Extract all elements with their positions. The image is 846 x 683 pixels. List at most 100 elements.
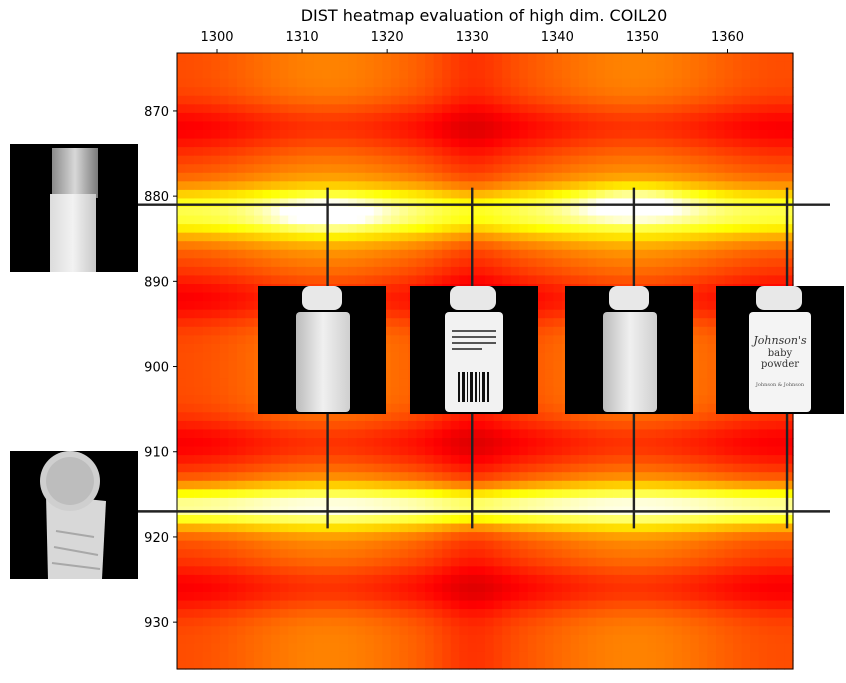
heatmap-cell	[707, 189, 717, 200]
heatmap-cell	[724, 61, 734, 71]
heatmap-cell	[322, 78, 332, 88]
heatmap-cell	[202, 532, 212, 542]
heatmap-cell	[579, 626, 589, 636]
heatmap-cell	[707, 266, 717, 277]
heatmap-cell	[716, 566, 726, 576]
heatmap-cell	[365, 147, 375, 157]
heatmap-cell	[690, 634, 700, 644]
heatmap-cell	[733, 412, 743, 422]
heatmap-cell	[262, 87, 272, 97]
heatmap-cell	[211, 138, 221, 148]
heatmap-cell	[741, 232, 751, 242]
heatmap-cell	[228, 480, 238, 490]
heatmap-cell	[467, 95, 478, 105]
heatmap-cell	[202, 335, 212, 345]
heatmap-cell	[527, 121, 537, 131]
heatmap-cell	[587, 574, 597, 585]
heatmap-cell	[416, 643, 426, 653]
heatmap-cell	[613, 489, 623, 499]
heatmap-cell	[373, 472, 383, 482]
heatmap-cell	[296, 104, 306, 114]
heatmap-cell	[476, 540, 486, 550]
heatmap-cell	[177, 343, 187, 354]
heatmap-cell	[527, 412, 537, 422]
heatmap-cell	[664, 164, 674, 174]
heatmap-cell	[177, 583, 187, 593]
heatmap-cell	[382, 557, 392, 567]
heatmap-cell	[613, 138, 623, 148]
heatmap-cell	[596, 130, 606, 140]
heatmap-cell	[382, 412, 392, 422]
heatmap-cell	[673, 523, 683, 533]
heatmap-cell	[254, 592, 264, 602]
heatmap-cell	[254, 472, 264, 482]
heatmap-cell	[313, 497, 324, 508]
heatmap-cell	[698, 395, 709, 405]
heatmap-cell	[698, 130, 709, 140]
heatmap-cell	[485, 249, 495, 259]
heatmap-cell	[408, 181, 418, 191]
heatmap-cell	[681, 515, 691, 525]
heatmap-cell	[348, 566, 358, 576]
heatmap-cell	[228, 53, 238, 63]
heatmap-cell	[596, 164, 606, 174]
heatmap-cell	[245, 557, 255, 567]
heatmap-cell	[245, 463, 255, 473]
heatmap-cell	[425, 224, 435, 234]
heatmap-cell	[758, 224, 768, 234]
heatmap-cell	[211, 78, 221, 88]
heatmap-cell	[254, 557, 264, 567]
heatmap-cell	[433, 87, 443, 97]
heatmap-cell	[536, 87, 546, 97]
heatmap-cell	[262, 172, 272, 182]
heatmap-cell	[724, 53, 734, 63]
heatmap-cell	[236, 361, 247, 371]
heatmap-cell	[245, 78, 255, 88]
heatmap-cell	[639, 574, 649, 585]
heatmap-cell	[331, 472, 341, 482]
heatmap-cell	[236, 335, 247, 345]
heatmap-cell	[459, 489, 469, 499]
heatmap-cell	[553, 361, 563, 371]
heatmap-cell	[202, 138, 212, 148]
heatmap-cell	[228, 472, 238, 482]
heatmap-cell	[296, 70, 306, 80]
heatmap-cell	[313, 583, 324, 593]
heatmap-cell	[262, 112, 272, 123]
heatmap-cell	[647, 266, 657, 277]
heatmap-cell	[733, 515, 743, 525]
heatmap-cell	[767, 429, 777, 439]
heatmap-cell	[219, 489, 229, 499]
heatmap-cell	[493, 532, 503, 542]
heatmap-cell	[604, 489, 614, 499]
heatmap-cell	[382, 574, 392, 585]
heatmap-cell	[698, 420, 709, 431]
heatmap-cell	[707, 574, 717, 585]
heatmap-cell	[716, 472, 726, 482]
heatmap-cell	[784, 232, 794, 242]
heatmap-cell	[236, 497, 247, 508]
heatmap-cell	[707, 412, 717, 422]
heatmap-cell	[750, 53, 760, 63]
heatmap-cell	[698, 557, 709, 567]
heatmap-cell	[211, 643, 221, 653]
heatmap-cell	[775, 53, 786, 63]
heatmap-cell	[681, 523, 691, 533]
heatmap-cell	[236, 634, 247, 644]
heatmap-cell	[690, 284, 700, 294]
heatmap-cell	[305, 489, 315, 499]
heatmap-cell	[373, 207, 383, 217]
heatmap-cell	[236, 78, 247, 88]
heatmap-cell	[493, 497, 503, 508]
heatmap-cell	[382, 429, 392, 439]
heatmap-cell	[510, 523, 520, 533]
heatmap-cell	[245, 515, 255, 525]
heatmap-cell	[527, 95, 537, 105]
heatmap-cell	[322, 130, 332, 140]
heatmap-cell	[733, 215, 743, 225]
heatmap-cell	[733, 420, 743, 431]
heatmap-cell	[570, 112, 580, 123]
heatmap-cell	[219, 189, 229, 200]
heatmap-cell	[271, 634, 281, 644]
heatmap-cell	[664, 78, 674, 88]
